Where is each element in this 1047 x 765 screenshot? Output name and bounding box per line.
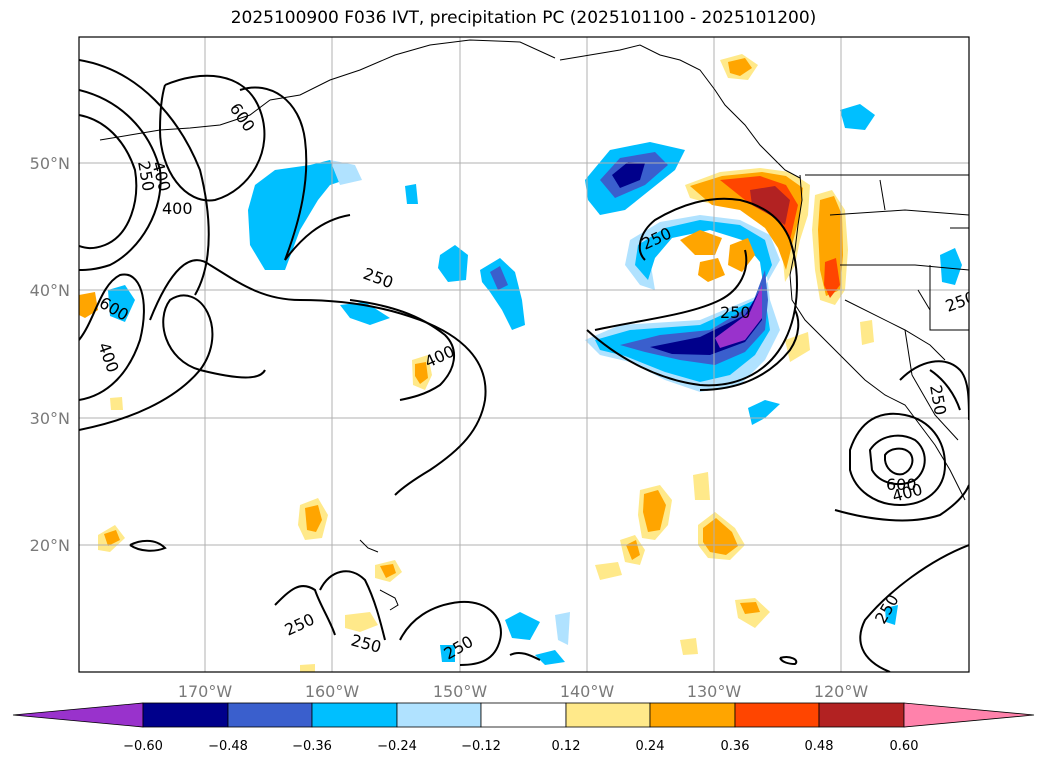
pos-region — [728, 238, 755, 272]
lat-label: 20°N — [30, 536, 70, 555]
contour-label: 250 — [134, 159, 158, 192]
neg-region — [940, 248, 962, 285]
neg-region — [885, 605, 898, 625]
colorbar-segment — [818, 702, 905, 728]
colorbar-tick: 0.24 — [636, 739, 665, 754]
colorbar-segment — [142, 702, 229, 728]
map-title: 2025100900 F036 IVT, precipitation PC (2… — [230, 8, 817, 28]
neg-region — [748, 400, 780, 425]
neg-region — [340, 302, 390, 325]
contour-label: 250 — [871, 591, 903, 627]
lat-axis: 50°N 40°N 30°N 20°N — [30, 154, 70, 555]
lon-label: 140°W — [560, 682, 615, 701]
pos-region — [595, 562, 622, 580]
lon-label: 130°W — [687, 682, 742, 701]
colorbar-extend-high — [903, 702, 1035, 728]
lat-label: 50°N — [30, 154, 70, 173]
colorbar — [12, 702, 1035, 728]
pos-region — [380, 564, 396, 578]
neg-region — [555, 612, 570, 645]
neg-region — [612, 162, 645, 188]
ivt-contours — [79, 59, 969, 672]
colorbar-segment — [565, 702, 651, 728]
pos-region — [785, 332, 810, 362]
neg-region — [535, 650, 565, 665]
pos-region — [79, 292, 98, 318]
neg-region — [480, 258, 525, 330]
neg-region — [505, 612, 540, 640]
colorbar-tick: 0.60 — [890, 739, 919, 754]
pos-region — [680, 230, 722, 255]
colorbar-segment — [396, 702, 482, 728]
pos-region — [860, 320, 874, 345]
neg-region — [438, 245, 468, 282]
colorbar-tick: −0.24 — [377, 739, 417, 754]
lon-label: 160°W — [305, 682, 360, 701]
coastlines — [99, 39, 969, 611]
pos-region — [300, 664, 315, 672]
neg-region — [840, 104, 875, 130]
neg-region — [490, 266, 508, 290]
contour-label: 250 — [282, 609, 318, 639]
contour-labels: 600 400 250 400 600 400 250 400 250 250 … — [94, 99, 978, 663]
pos-region — [643, 490, 666, 532]
pos-region — [305, 505, 322, 532]
pos-region — [345, 612, 378, 632]
precip-shading — [79, 54, 962, 672]
contour-label: 600 — [226, 99, 259, 135]
colorbar-segment — [311, 702, 398, 728]
map-frame — [78, 36, 970, 673]
colorbar-tick: 0.48 — [805, 739, 834, 754]
colorbar-tick: 0.12 — [552, 739, 581, 754]
colorbar-tick: 0.36 — [721, 739, 750, 754]
colorbar-segment — [480, 702, 567, 728]
colorbar-tick: −0.36 — [292, 739, 332, 754]
lat-label: 40°N — [30, 281, 70, 300]
colorbar-tick: −0.60 — [123, 739, 163, 754]
colorbar-ticks: −0.60 −0.48 −0.36 −0.24 −0.12 0.12 0.24 … — [123, 739, 918, 754]
lon-axis: 170°W 160°W 150°W 140°W 130°W 120°W — [178, 682, 869, 701]
neg-region — [405, 184, 418, 204]
pos-region — [110, 397, 123, 410]
gridlines — [79, 37, 969, 672]
lon-label: 170°W — [178, 682, 233, 701]
pos-region — [824, 258, 840, 298]
neg-region — [330, 160, 362, 185]
colorbar-segment — [649, 702, 736, 728]
pos-region — [415, 362, 428, 384]
colorbar-tick: −0.48 — [208, 739, 248, 754]
contour-label: 250 — [926, 383, 950, 416]
contour-label: 250 — [943, 287, 978, 315]
colorbar-segment — [734, 702, 820, 728]
neg-region — [440, 645, 455, 662]
pos-region — [693, 472, 710, 500]
lon-label: 120°W — [814, 682, 869, 701]
pos-region — [104, 530, 120, 546]
colorbar-extend-low — [12, 702, 144, 728]
pos-region — [750, 186, 790, 225]
neg-region — [248, 160, 345, 270]
neg-region — [108, 285, 135, 322]
contour-label: 600 — [886, 475, 917, 494]
contour-label: 250 — [720, 303, 751, 322]
contour-label: 250 — [349, 631, 383, 657]
contour-label: 400 — [94, 340, 122, 375]
neg-region — [715, 285, 762, 348]
contour-label: 400 — [162, 199, 193, 218]
colorbar-segment — [227, 702, 313, 728]
pos-region — [680, 638, 698, 655]
map-area: 600 400 250 400 600 400 250 400 250 250 … — [79, 37, 978, 672]
pos-region — [740, 602, 760, 614]
lon-label: 150°W — [433, 682, 488, 701]
contour-label: 250 — [361, 264, 396, 292]
pos-region — [698, 258, 725, 282]
lat-label: 30°N — [30, 409, 70, 428]
pos-region — [728, 58, 752, 76]
colorbar-tick: −0.12 — [461, 739, 501, 754]
pos-region — [703, 518, 738, 555]
